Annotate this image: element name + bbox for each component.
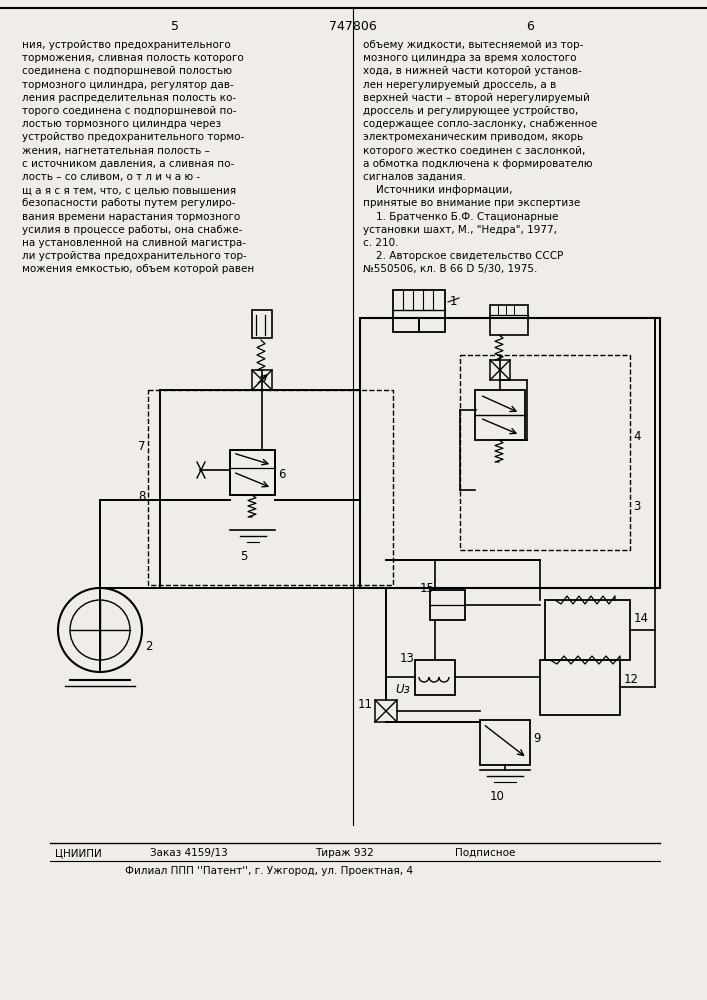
Text: 2: 2 — [145, 640, 153, 653]
Text: установки шахт, М., "Недра", 1977,: установки шахт, М., "Недра", 1977, — [363, 225, 557, 235]
Text: соединена с подпоршневой полостью: соединена с подпоршневой полостью — [22, 66, 232, 76]
Text: №550506, кл. В 66 D 5/30, 1975.: №550506, кл. В 66 D 5/30, 1975. — [363, 264, 537, 274]
Text: устройство предохранительного тормо-: устройство предохранительного тормо- — [22, 132, 244, 142]
Text: 4: 4 — [633, 430, 641, 443]
Text: 7: 7 — [138, 440, 146, 453]
Text: жения, нагнетательная полость –: жения, нагнетательная полость – — [22, 146, 210, 156]
Bar — [375, 700, 397, 722]
Text: которого жестко соединен с заслонкой,: которого жестко соединен с заслонкой, — [363, 146, 585, 156]
Text: вания времени нарастания тормозного: вания времени нарастания тормозного — [22, 212, 240, 222]
Text: 5: 5 — [171, 20, 179, 33]
Text: ления распределительная полость ко-: ления распределительная полость ко- — [22, 93, 236, 103]
Text: 6: 6 — [526, 20, 534, 33]
Text: щ а я с я тем, что, с целью повышения: щ а я с я тем, что, с целью повышения — [22, 185, 236, 195]
Bar — [252, 370, 272, 390]
Text: на установленной на сливной магистра-: на установленной на сливной магистра- — [22, 238, 246, 248]
Text: ли устройства предохранительного тор-: ли устройства предохранительного тор- — [22, 251, 247, 261]
Bar — [252, 310, 272, 338]
Text: 12: 12 — [624, 673, 639, 686]
Text: тормозного цилиндра, регулятор дав-: тормозного цилиндра, регулятор дав- — [22, 80, 234, 90]
Text: 1. Братченко Б.Ф. Стационарные: 1. Братченко Б.Ф. Стационарные — [363, 212, 559, 222]
Bar — [490, 305, 528, 335]
Bar — [545, 600, 630, 660]
Text: 1: 1 — [450, 295, 457, 308]
Text: Источники информации,: Источники информации, — [363, 185, 513, 195]
Bar — [480, 720, 530, 765]
Text: лость – со сливом, о т л и ч а ю -: лость – со сливом, о т л и ч а ю - — [22, 172, 200, 182]
Text: Филиал ППП ''Патент'', г. Ужгород, ул. Проектная, 4: Филиал ППП ''Патент'', г. Ужгород, ул. П… — [125, 866, 413, 876]
Text: 9: 9 — [533, 732, 540, 745]
Bar — [148, 390, 393, 585]
Text: а обмотка подключена к формирователю: а обмотка подключена к формирователю — [363, 159, 592, 169]
Text: 3: 3 — [633, 500, 641, 513]
Text: 6: 6 — [278, 468, 286, 481]
Text: торого соединена с подпоршневой по-: торого соединена с подпоршневой по- — [22, 106, 237, 116]
Text: хода, в нижней части которой установ-: хода, в нижней части которой установ- — [363, 66, 582, 76]
Text: лостью тормозного цилиндра через: лостью тормозного цилиндра через — [22, 119, 221, 129]
Text: объему жидкости, вытесняемой из тор-: объему жидкости, вытесняемой из тор- — [363, 40, 583, 50]
Bar — [490, 360, 510, 380]
Text: электромеханическим приводом, якорь: электромеханическим приводом, якорь — [363, 132, 583, 142]
Bar — [415, 660, 455, 695]
Text: 8: 8 — [138, 490, 146, 503]
Bar — [430, 590, 465, 620]
Text: Uз: Uз — [395, 683, 410, 696]
Text: с источником давления, а сливная по-: с источником давления, а сливная по- — [22, 159, 234, 169]
Bar — [460, 355, 630, 550]
Text: с. 210.: с. 210. — [363, 238, 399, 248]
Text: Заказ 4159/13: Заказ 4159/13 — [150, 848, 228, 858]
Text: 13: 13 — [400, 652, 415, 665]
Text: ЦНИИПИ: ЦНИИПИ — [55, 848, 102, 858]
Text: мозного цилиндра за время холостого: мозного цилиндра за время холостого — [363, 53, 576, 63]
Text: ния, устройство предохранительного: ния, устройство предохранительного — [22, 40, 230, 50]
Text: 11: 11 — [358, 698, 373, 711]
Bar — [230, 450, 275, 495]
Text: можения емкостью, объем которой равен: можения емкостью, объем которой равен — [22, 264, 255, 274]
Bar — [360, 318, 660, 588]
Text: торможения, сливная полость которого: торможения, сливная полость которого — [22, 53, 244, 63]
Text: 15: 15 — [420, 582, 435, 595]
Text: 2. Авторское свидетельство СССР: 2. Авторское свидетельство СССР — [363, 251, 563, 261]
Text: 5: 5 — [240, 550, 247, 563]
Text: Подписное: Подписное — [455, 848, 515, 858]
Text: безопасности работы путем регулиро-: безопасности работы путем регулиро- — [22, 198, 235, 208]
Text: дроссель и регулирующее устройство,: дроссель и регулирующее устройство, — [363, 106, 578, 116]
Bar — [393, 290, 445, 332]
Text: 14: 14 — [634, 612, 649, 625]
Text: 747806: 747806 — [329, 20, 377, 33]
Text: верхней части – второй нерегулируемый: верхней части – второй нерегулируемый — [363, 93, 590, 103]
Bar — [540, 660, 620, 715]
Text: 10: 10 — [490, 790, 505, 803]
Text: содержащее сопло-заслонку, снабженное: содержащее сопло-заслонку, снабженное — [363, 119, 597, 129]
Bar — [475, 390, 525, 440]
Text: лен нерегулируемый дроссель, а в: лен нерегулируемый дроссель, а в — [363, 80, 556, 90]
Text: усилия в процессе работы, она снабже-: усилия в процессе работы, она снабже- — [22, 225, 243, 235]
Text: Тираж 932: Тираж 932 — [315, 848, 374, 858]
Text: сигналов задания.: сигналов задания. — [363, 172, 466, 182]
Text: принятые во внимание при экспертизе: принятые во внимание при экспертизе — [363, 198, 580, 208]
